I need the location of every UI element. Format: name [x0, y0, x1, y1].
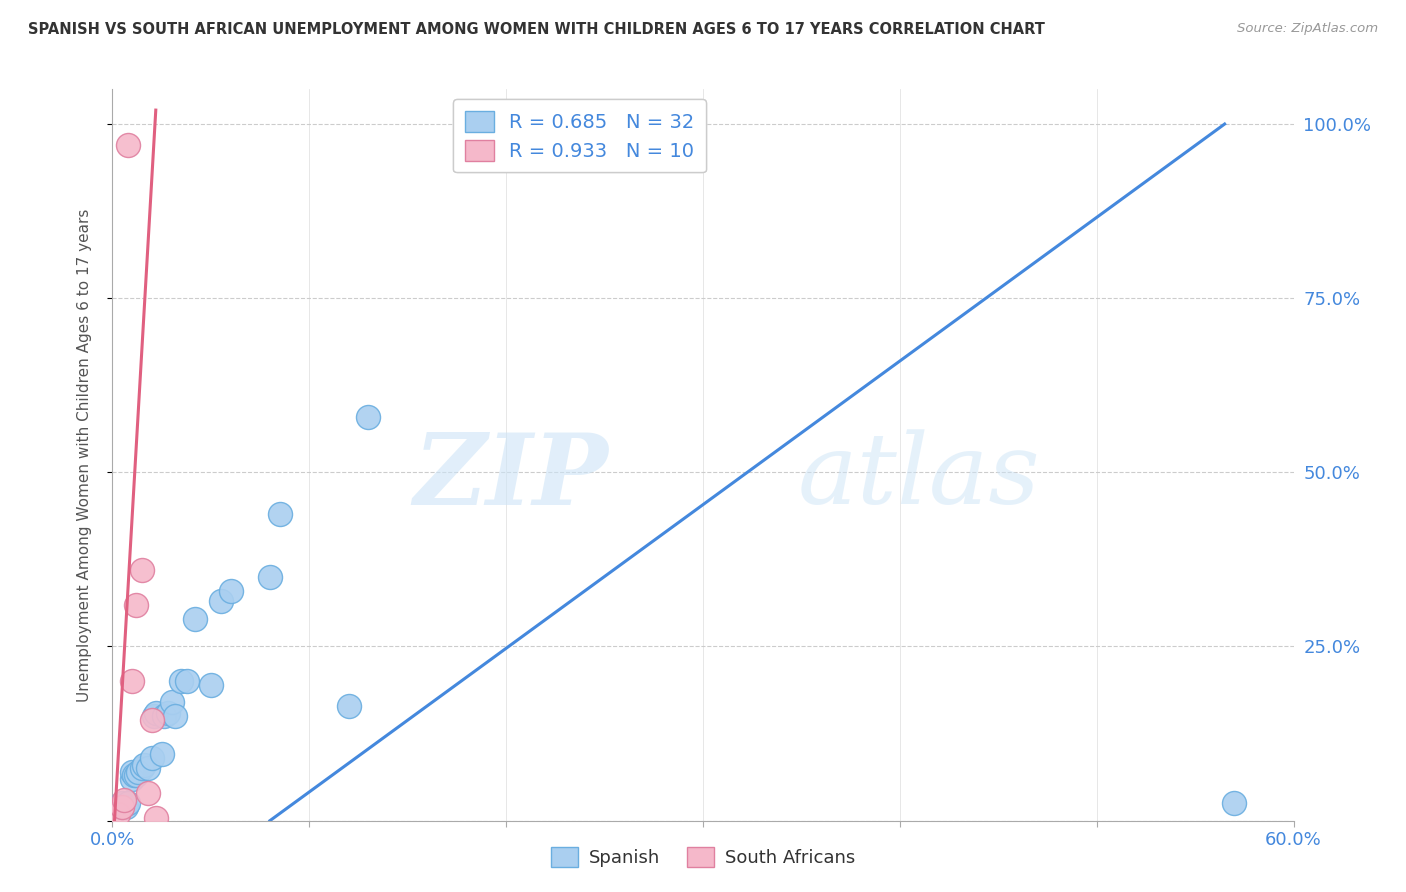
Point — [170, 674, 193, 689]
Point — [115, 799, 138, 814]
Text: ZIP: ZIP — [413, 429, 609, 525]
Point — [184, 612, 207, 626]
Point — [107, 806, 129, 821]
Point — [150, 747, 173, 762]
Point — [125, 768, 148, 782]
Legend: R = 0.685   N = 32, R = 0.933   N = 10: R = 0.685 N = 32, R = 0.933 N = 10 — [453, 99, 706, 172]
Point — [125, 598, 148, 612]
Point — [145, 706, 167, 720]
Point — [269, 507, 291, 521]
Text: atlas: atlas — [797, 429, 1040, 524]
Point — [121, 674, 143, 689]
Point — [165, 709, 187, 723]
Point — [111, 799, 134, 814]
Point — [1223, 796, 1246, 810]
Point — [121, 764, 143, 779]
Point — [131, 563, 153, 577]
Point — [160, 695, 183, 709]
Point — [259, 570, 281, 584]
Legend: Spanish, South Africans: Spanish, South Africans — [544, 839, 862, 874]
Point — [142, 709, 165, 723]
Text: SPANISH VS SOUTH AFRICAN UNEMPLOYMENT AMONG WOMEN WITH CHILDREN AGES 6 TO 17 YEA: SPANISH VS SOUTH AFRICAN UNEMPLOYMENT AM… — [28, 22, 1045, 37]
Point — [176, 674, 198, 689]
Point — [117, 137, 139, 152]
Point — [141, 713, 163, 727]
Point — [200, 678, 222, 692]
Point — [127, 764, 149, 779]
Point — [156, 706, 179, 720]
Point — [145, 811, 167, 825]
Point — [219, 583, 242, 598]
Text: Source: ZipAtlas.com: Source: ZipAtlas.com — [1237, 22, 1378, 36]
Point — [209, 594, 232, 608]
Point — [117, 796, 139, 810]
Point — [152, 709, 174, 723]
Point — [122, 768, 145, 782]
Point — [131, 761, 153, 775]
Point — [136, 761, 159, 775]
Point — [337, 698, 360, 713]
Y-axis label: Unemployment Among Women with Children Ages 6 to 17 years: Unemployment Among Women with Children A… — [77, 208, 91, 702]
Point — [132, 758, 155, 772]
Point — [121, 772, 143, 786]
Point — [633, 137, 655, 152]
Point — [141, 751, 163, 765]
Point — [111, 796, 134, 810]
Point — [112, 793, 135, 807]
Point — [136, 786, 159, 800]
Point — [111, 799, 134, 814]
Point — [357, 409, 380, 424]
